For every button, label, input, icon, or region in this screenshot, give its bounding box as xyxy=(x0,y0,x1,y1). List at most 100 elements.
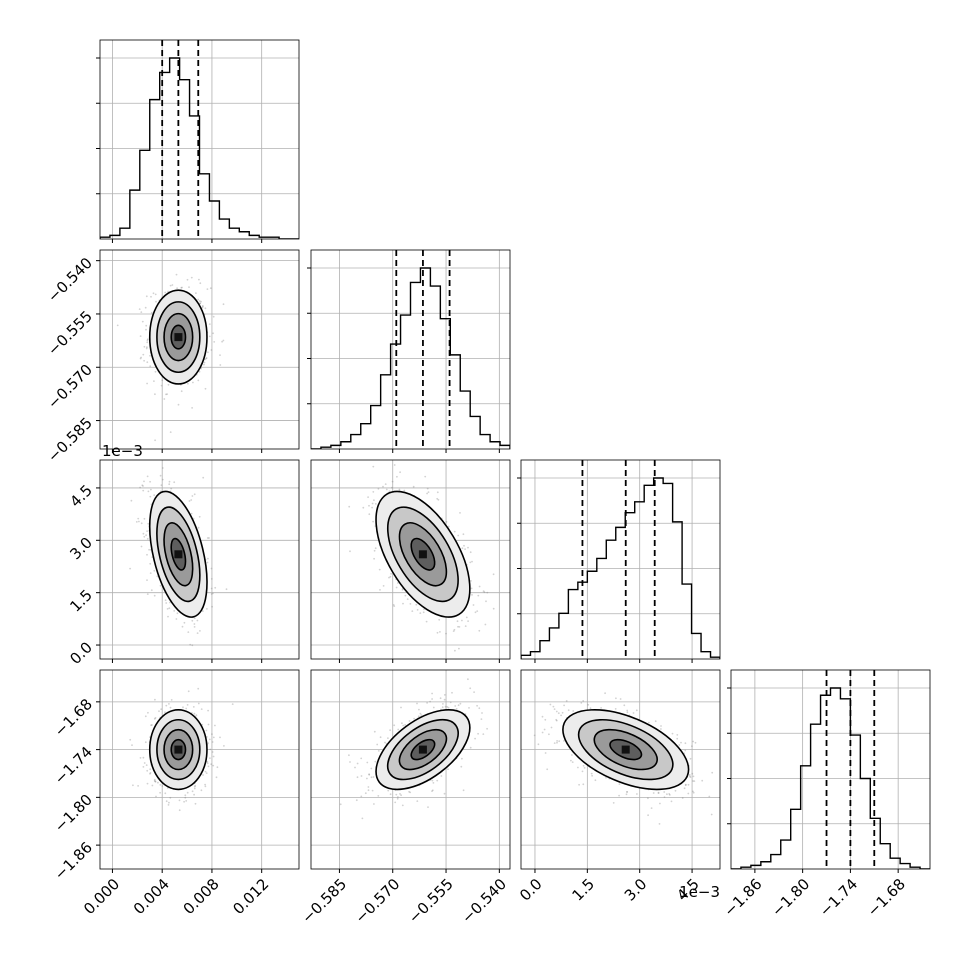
scatter-point xyxy=(541,715,544,718)
scatter-point xyxy=(492,573,495,576)
scatter-point xyxy=(377,750,380,752)
x-tick-label: −1.68 xyxy=(864,875,909,920)
scatter-point xyxy=(191,495,194,497)
scatter-point xyxy=(208,323,211,325)
scatter-point xyxy=(589,707,592,710)
scatter-point xyxy=(149,772,152,774)
scatter-point xyxy=(154,780,157,783)
scatter-point xyxy=(204,358,207,361)
scatter-point xyxy=(204,783,207,786)
scatter-point xyxy=(389,793,392,796)
scatter-point xyxy=(684,742,687,745)
scatter-point xyxy=(154,439,157,442)
x-tick-label: −0.585 xyxy=(298,875,350,927)
scatter-point xyxy=(192,706,195,708)
contour-line-1 xyxy=(386,506,459,603)
scatter-point xyxy=(571,761,574,763)
scatter-point xyxy=(146,346,148,349)
scatter-point xyxy=(184,796,187,799)
scatter-point xyxy=(553,708,556,710)
scatter-point xyxy=(193,785,196,788)
scatter-point xyxy=(180,390,183,393)
scatter-point xyxy=(379,589,381,591)
scatter-point xyxy=(419,612,422,614)
scatter-point xyxy=(164,711,166,714)
scatter-point xyxy=(164,599,167,602)
scatter-point xyxy=(393,724,396,727)
scatter-point xyxy=(560,714,562,717)
scatter-point xyxy=(453,530,456,533)
scatter-point xyxy=(416,800,419,802)
scatter-point xyxy=(153,717,156,720)
scatter-point xyxy=(200,789,203,792)
x-tick-label: −0.540 xyxy=(458,875,510,927)
scatter-point xyxy=(214,724,216,727)
scatter-point xyxy=(549,703,552,706)
scatter-point xyxy=(193,793,196,796)
scatter-point xyxy=(625,793,628,796)
scatter-point xyxy=(221,340,224,343)
scatter-point xyxy=(130,499,133,502)
scatter-point xyxy=(143,517,146,520)
scatter-point xyxy=(684,749,687,752)
scatter-point xyxy=(452,630,455,632)
scatter-point xyxy=(150,589,153,592)
scatter-point xyxy=(544,752,547,754)
scatter-point xyxy=(160,708,163,711)
scatter-point xyxy=(168,703,170,705)
scatter-point xyxy=(691,745,693,748)
scatter-point xyxy=(692,780,694,782)
scatter-point xyxy=(440,775,443,777)
scatter-point xyxy=(181,625,184,628)
scatter-point xyxy=(185,800,188,802)
scatter-point xyxy=(626,791,628,793)
scatter-point xyxy=(605,776,607,779)
scatter-point xyxy=(204,770,207,773)
scatter-point xyxy=(367,496,369,498)
contour-line-1 xyxy=(156,301,201,374)
scatter-point xyxy=(159,474,162,477)
scatter-point xyxy=(403,489,406,492)
scatter-point xyxy=(208,738,211,741)
scatter-point xyxy=(674,789,677,792)
scatter-point xyxy=(469,561,472,564)
scatter-point xyxy=(154,293,157,296)
scatter-point xyxy=(370,767,373,770)
scatter-point xyxy=(371,789,374,792)
scatter-point xyxy=(391,480,394,483)
scatter-point xyxy=(420,714,423,716)
scatter-point xyxy=(193,712,196,715)
histogram-step-0 xyxy=(100,57,299,239)
scatter-point xyxy=(215,776,218,779)
scatter-point xyxy=(657,791,660,794)
scatter-point xyxy=(116,324,119,327)
scatter-point xyxy=(436,779,439,782)
scatter-point xyxy=(587,703,590,706)
scatter-point xyxy=(202,476,205,479)
scatter-point xyxy=(419,712,422,715)
scatter-point xyxy=(590,772,593,775)
panel-frame xyxy=(99,669,300,870)
contour-line-0 xyxy=(375,709,471,791)
scatter-point xyxy=(411,610,414,612)
scatter-point xyxy=(486,591,489,594)
scatter-point xyxy=(395,586,398,589)
scatter-point xyxy=(170,699,173,701)
scatter-point xyxy=(193,623,196,625)
scatter-point xyxy=(377,487,380,490)
scatter-point xyxy=(139,486,142,489)
scatter-point xyxy=(166,608,169,610)
scatter-point xyxy=(207,723,210,726)
scatter-point xyxy=(129,567,132,570)
scatter-point xyxy=(556,741,558,744)
scatter-point xyxy=(204,307,207,310)
scatter-point xyxy=(429,700,431,703)
scatter-point xyxy=(169,284,172,287)
scatter-point xyxy=(473,670,475,672)
scatter-point xyxy=(389,729,391,731)
scatter-point xyxy=(362,506,365,509)
scatter-point xyxy=(207,351,209,354)
scatter-point xyxy=(209,757,211,759)
contour-line-3 xyxy=(609,738,643,761)
scatter-point xyxy=(144,306,147,309)
